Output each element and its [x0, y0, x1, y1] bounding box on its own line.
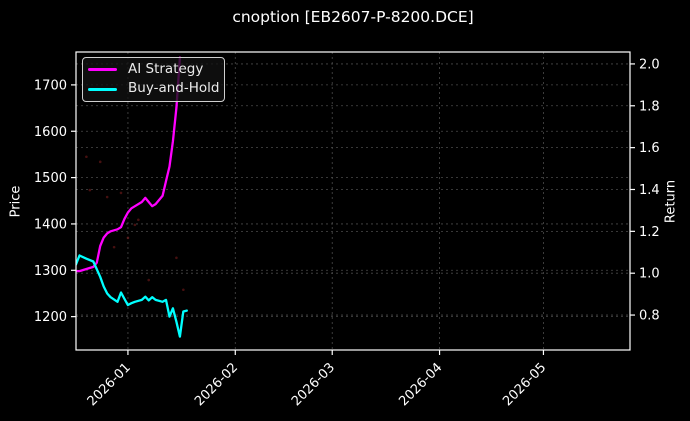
noise-dot	[182, 288, 185, 292]
noise-dot	[126, 236, 130, 240]
price-tick-label: 1200	[34, 310, 67, 325]
return-tick-label: 1.2	[639, 225, 660, 240]
noise-dot	[133, 223, 137, 227]
price-tick-label: 1700	[34, 78, 67, 93]
noise-dot	[98, 160, 102, 164]
x-tick-label: 2026-05	[500, 360, 549, 409]
legend-label-buy-and-hold: Buy-and-Hold	[128, 80, 220, 97]
price-tick-label: 1600	[34, 125, 67, 140]
noise-dot	[112, 245, 116, 249]
buy-and-hold-line	[76, 254, 188, 338]
legend: AI Strategy Buy-and-Hold	[82, 57, 225, 102]
legend-item-ai-strategy: AI Strategy	[88, 60, 218, 79]
ai-strategy-line-swatch	[88, 68, 117, 72]
x-tick-label: 2026-02	[192, 360, 241, 409]
noise-dot	[88, 188, 92, 192]
return-tick-label: 1.0	[639, 267, 660, 282]
price-tick-label: 1300	[34, 264, 67, 279]
return-tick-label: 1.6	[639, 141, 660, 156]
price-tick-label: 1400	[34, 217, 67, 232]
noise-dot	[147, 278, 151, 282]
return-axis-label: Return	[663, 179, 679, 224]
noise-dot	[105, 195, 109, 199]
noise-dot	[119, 191, 123, 195]
noise-dot	[85, 155, 88, 159]
buy-and-hold-line-swatch	[88, 87, 117, 91]
noise-dot	[137, 218, 140, 222]
chart-title: cnoption [EB2607-P-8200.DCE]	[232, 8, 474, 26]
return-tick-label: 2.0	[639, 57, 660, 72]
noise-dot	[175, 256, 178, 260]
price-axis-label: Price	[8, 185, 24, 218]
x-tick-label: 2026-01	[85, 360, 134, 409]
return-tick-label: 1.4	[639, 183, 660, 198]
x-tick-label: 2026-03	[289, 360, 338, 409]
axes-frame	[75, 51, 631, 351]
return-tick-label: 0.8	[639, 309, 660, 324]
return-tick-label: 1.8	[639, 99, 660, 114]
legend-item-buy-and-hold: Buy-and-Hold	[88, 80, 220, 99]
price-tick-label: 1500	[34, 171, 67, 186]
ai-strategy-line	[76, 56, 182, 273]
legend-label-ai-strategy: AI Strategy	[128, 61, 204, 78]
x-tick-label: 2026-04	[396, 360, 445, 409]
